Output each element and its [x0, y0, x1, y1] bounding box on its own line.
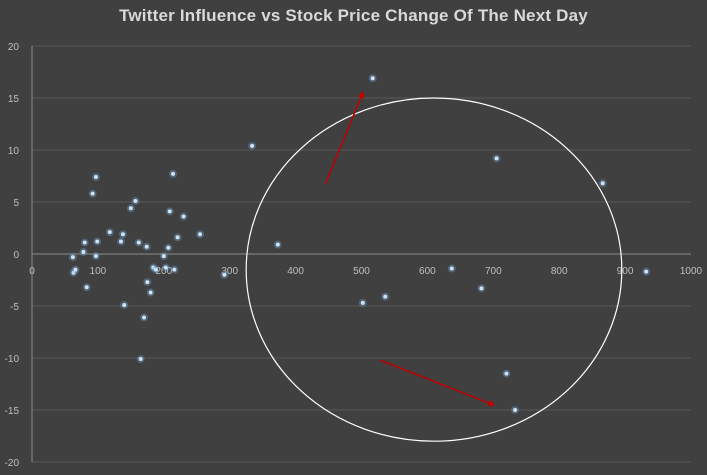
data-point — [93, 175, 98, 180]
data-point — [275, 242, 280, 247]
data-point — [153, 267, 158, 272]
data-point — [504, 371, 509, 376]
x-tick-label: 100 — [90, 266, 107, 277]
x-tick-label: 600 — [419, 266, 436, 277]
annotation-arrow — [324, 90, 365, 185]
highlight-ellipse — [245, 97, 623, 442]
data-point — [161, 254, 166, 259]
x-tick-label: 400 — [287, 266, 304, 277]
data-point — [250, 143, 255, 148]
x-tick-label: 700 — [485, 266, 502, 277]
data-point — [370, 76, 375, 81]
data-point — [82, 240, 87, 245]
data-point — [600, 181, 605, 186]
y-tick-label: -10 — [5, 354, 20, 365]
data-point — [81, 249, 86, 254]
x-tick-label: 800 — [551, 266, 568, 277]
data-point — [136, 240, 141, 245]
data-point — [513, 408, 518, 412]
data-point — [383, 294, 388, 299]
data-point — [95, 239, 100, 244]
data-point — [90, 191, 95, 196]
y-tick-label: -20 — [5, 458, 20, 469]
y-tick-label: 15 — [8, 94, 20, 105]
data-point — [122, 302, 127, 307]
data-point — [181, 214, 186, 219]
data-point — [175, 235, 180, 240]
data-point — [118, 239, 123, 244]
y-tick-label: -15 — [5, 406, 20, 417]
x-tick-label: 900 — [617, 266, 634, 277]
data-point — [107, 230, 112, 235]
data-point — [644, 269, 649, 274]
data-point — [148, 290, 153, 295]
data-point — [93, 254, 98, 259]
data-point — [144, 244, 149, 249]
data-point — [172, 267, 177, 272]
data-point — [163, 265, 168, 270]
annotation-arrow — [379, 359, 496, 407]
data-point — [84, 285, 89, 290]
data-point — [166, 245, 171, 250]
y-tick-label: 20 — [8, 42, 20, 53]
data-point — [360, 300, 365, 305]
y-tick-label: 0 — [13, 250, 19, 261]
data-point — [70, 255, 75, 260]
x-tick-label: 500 — [353, 266, 370, 277]
y-tick-label: 5 — [13, 198, 19, 209]
x-tick-label: 1000 — [680, 266, 703, 277]
data-point — [479, 286, 484, 291]
data-point — [198, 232, 203, 237]
data-point — [171, 171, 176, 176]
data-point — [138, 357, 143, 362]
y-tick-label: 10 — [8, 146, 20, 157]
x-tick-label: 300 — [221, 266, 238, 277]
data-point — [449, 266, 454, 271]
data-point — [145, 280, 150, 285]
data-point — [120, 232, 125, 237]
data-point — [494, 156, 499, 161]
data-point — [133, 198, 138, 203]
data-point — [73, 267, 78, 272]
data-point — [142, 315, 147, 320]
data-point — [167, 209, 172, 214]
data-point — [222, 272, 227, 277]
x-tick-label: 0 — [29, 266, 35, 277]
data-point — [128, 206, 133, 211]
chart-title: Twitter Influence vs Stock Price Change … — [119, 6, 588, 25]
x-tick-label: 200 — [155, 266, 172, 277]
y-tick-label: -5 — [10, 302, 19, 313]
data-point — [71, 270, 76, 275]
